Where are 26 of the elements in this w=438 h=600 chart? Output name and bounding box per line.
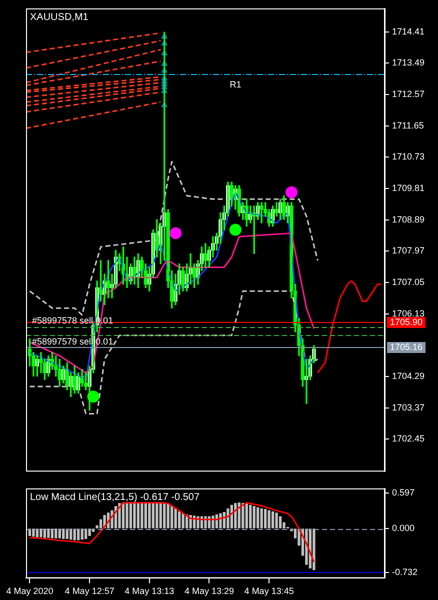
y-tick-label: 1713.49 [392,58,425,68]
x-tick-label: 4 May 13:29 [184,586,234,596]
x-tick-label: 4 May 12:57 [64,586,114,596]
y-tick-label: 1710.73 [392,152,425,162]
y-tick-label: 1707.05 [392,277,425,288]
y-tick-label: 1708.89 [392,214,425,224]
y-tick-label: 1714.41 [392,26,425,36]
y-tick-label: 1704.29 [392,371,425,382]
y-tick-label: 0.000 [392,522,415,533]
y-tick-label: 1703.37 [392,402,425,412]
y-tick-label: 1707.97 [392,246,425,256]
ref-line-label: 1705.16 [390,342,423,352]
y-tick-label: 1709.81 [392,183,425,194]
x-tick-label: 4 May 2020 [6,586,54,596]
ref-line-label: R1 [230,79,242,90]
ref-line-label: 1705.90 [390,316,423,327]
chart-title: Low Macd Line(13,21,5) -0.617 -0.507 [30,492,200,504]
y-tick-label: 1706.13 [392,308,425,318]
x-tick-label: 4 May 13:13 [124,586,174,596]
y-tick-label: 1702.45 [392,434,425,444]
y-tick-label: -0.732 [392,566,418,577]
chart-title: XAUUSD,M1 [30,12,89,24]
y-tick-label: 0.597 [392,487,415,498]
x-tick-label: 4 May 13:45 [244,586,294,596]
y-tick-label: 1712.57 [392,89,425,100]
y-tick-label: 1711.65 [392,120,424,130]
